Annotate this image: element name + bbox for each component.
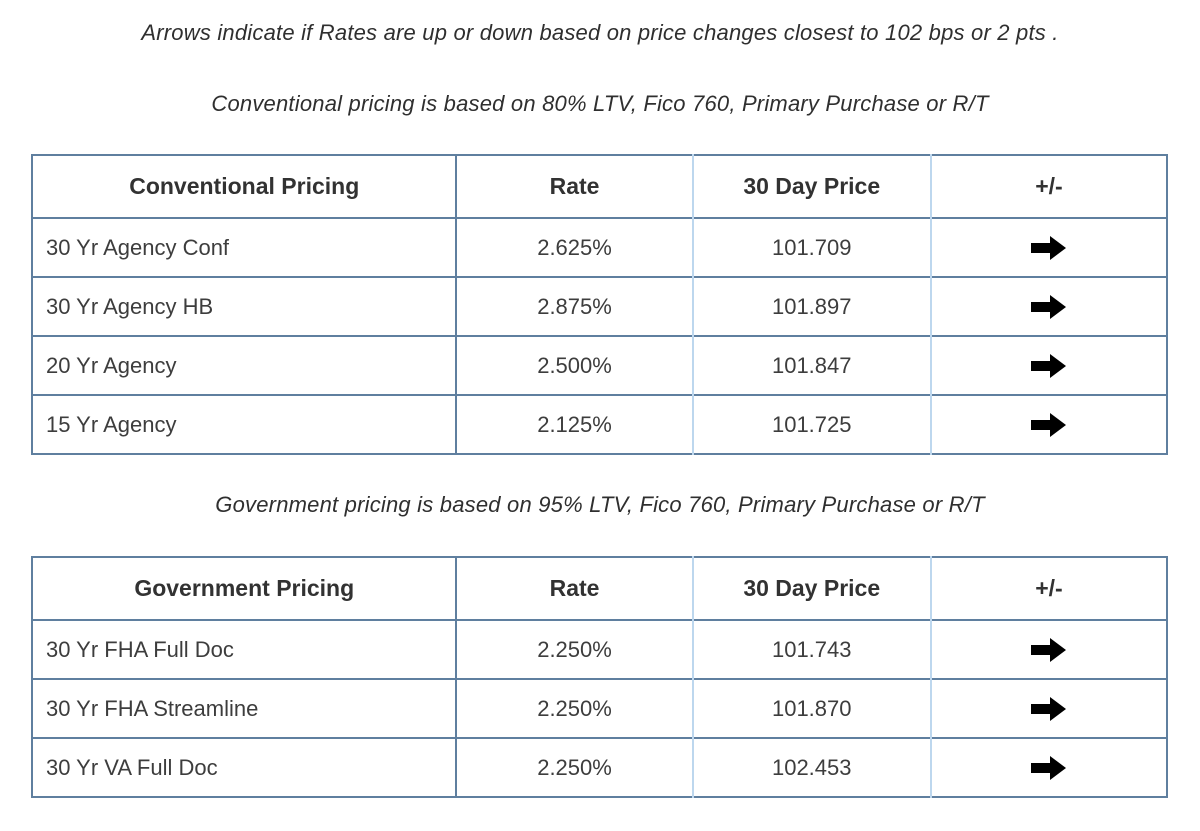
right-arrow-icon bbox=[1030, 353, 1067, 379]
price-cell: 101.743 bbox=[691, 619, 931, 679]
product-cell: 30 Yr Agency HB bbox=[32, 276, 457, 336]
price-cell: 101.897 bbox=[691, 276, 931, 336]
rate-cell: 2.125% bbox=[455, 394, 693, 454]
header-change: +/- bbox=[929, 557, 1167, 620]
price-cell: 101.725 bbox=[691, 394, 931, 454]
table-row: 15 Yr Agency 2.125% 101.725 bbox=[32, 394, 1167, 454]
rate-cell: 2.500% bbox=[455, 335, 693, 395]
change-cell bbox=[929, 619, 1167, 679]
product-cell: 30 Yr VA Full Doc bbox=[32, 737, 457, 797]
change-cell bbox=[929, 335, 1167, 395]
price-cell: 101.709 bbox=[691, 217, 931, 277]
right-arrow-icon bbox=[1030, 294, 1067, 320]
rate-cell: 2.250% bbox=[455, 619, 693, 679]
right-arrow-icon bbox=[1030, 696, 1067, 722]
rate-cell: 2.250% bbox=[455, 737, 693, 797]
government-pricing-table: Government Pricing Rate 30 Day Price +/-… bbox=[31, 556, 1168, 798]
price-cell: 101.847 bbox=[691, 335, 931, 395]
right-arrow-icon bbox=[1030, 412, 1067, 438]
change-cell bbox=[929, 678, 1167, 738]
table-row: 30 Yr FHA Full Doc 2.250% 101.743 bbox=[32, 619, 1167, 679]
product-cell: 15 Yr Agency bbox=[32, 394, 457, 454]
header-30-day-price: 30 Day Price bbox=[691, 155, 931, 218]
product-cell: 30 Yr FHA Full Doc bbox=[32, 619, 457, 679]
conventional-pricing-table: Conventional Pricing Rate 30 Day Price +… bbox=[31, 154, 1168, 455]
price-cell: 102.453 bbox=[691, 737, 931, 797]
header-30-day-price: 30 Day Price bbox=[691, 557, 931, 620]
change-cell bbox=[929, 217, 1167, 277]
right-arrow-icon bbox=[1030, 755, 1067, 781]
change-cell bbox=[929, 737, 1167, 797]
product-cell: 30 Yr FHA Streamline bbox=[32, 678, 457, 738]
header-government-pricing: Government Pricing bbox=[134, 575, 355, 601]
product-cell: 20 Yr Agency bbox=[32, 335, 457, 395]
caption-conventional-note: Conventional pricing is based on 80% LTV… bbox=[211, 91, 989, 116]
header-change: +/- bbox=[929, 155, 1167, 218]
right-arrow-icon bbox=[1030, 637, 1067, 663]
rate-cell: 2.875% bbox=[455, 276, 693, 336]
table-header-row: Conventional Pricing Rate 30 Day Price +… bbox=[32, 155, 1167, 218]
header-rate: Rate bbox=[455, 155, 693, 218]
header-rate: Rate bbox=[455, 557, 693, 620]
price-cell: 101.870 bbox=[691, 678, 931, 738]
product-cell: 30 Yr Agency Conf bbox=[32, 217, 457, 277]
table-row: 30 Yr FHA Streamline 2.250% 101.870 bbox=[32, 678, 1167, 738]
rate-cell: 2.625% bbox=[455, 217, 693, 277]
header-conventional-pricing: Conventional Pricing bbox=[129, 173, 360, 199]
change-cell bbox=[929, 394, 1167, 454]
caption-government-note: Government pricing is based on 95% LTV, … bbox=[215, 492, 985, 517]
table-row: 20 Yr Agency 2.500% 101.847 bbox=[32, 335, 1167, 395]
table-header-row: Government Pricing Rate 30 Day Price +/- bbox=[32, 557, 1167, 620]
table-row: 30 Yr VA Full Doc 2.250% 102.453 bbox=[32, 737, 1167, 797]
caption-arrows-note: Arrows indicate if Rates are up or down … bbox=[141, 20, 1059, 45]
rate-cell: 2.250% bbox=[455, 678, 693, 738]
right-arrow-icon bbox=[1030, 235, 1067, 261]
table-row: 30 Yr Agency HB 2.875% 101.897 bbox=[32, 276, 1167, 336]
change-cell bbox=[929, 276, 1167, 336]
table-row: 30 Yr Agency Conf 2.625% 101.709 bbox=[32, 217, 1167, 277]
